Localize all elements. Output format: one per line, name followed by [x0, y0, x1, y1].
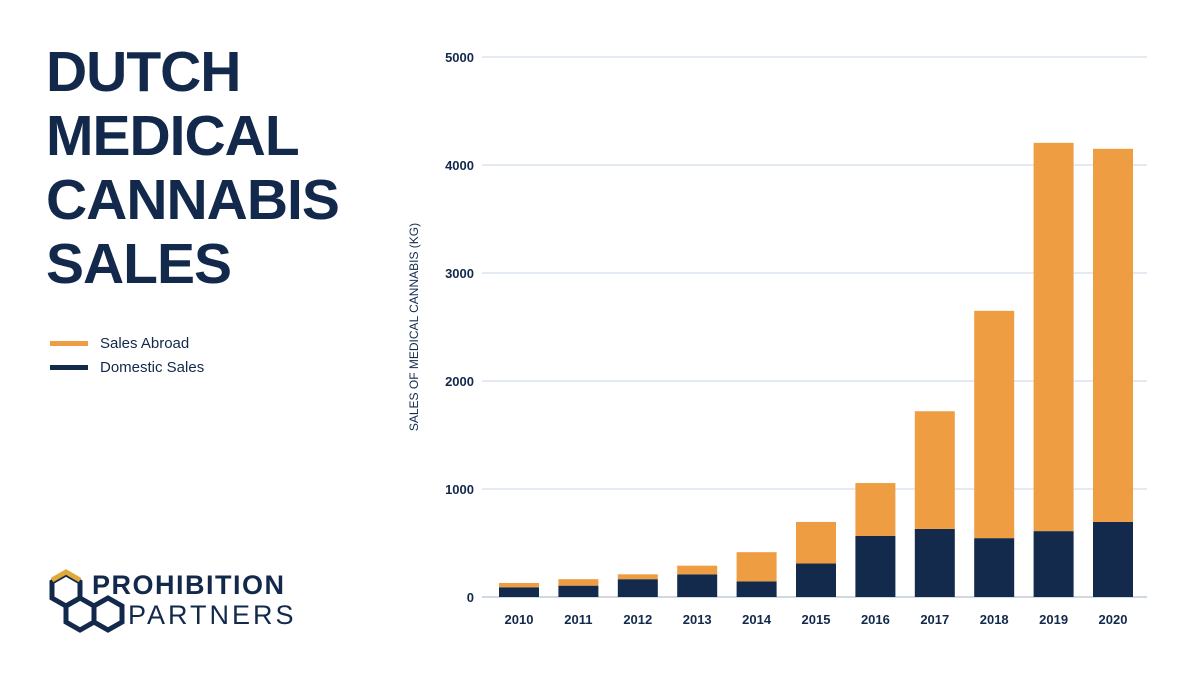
y-tick-label: 1000: [445, 482, 474, 497]
bar-sales-abroad-2012: [617, 574, 658, 580]
x-tick-label: 2012: [623, 612, 652, 627]
legend-item-domestic-sales: Domestic Sales: [50, 359, 204, 376]
x-tick-label: 2019: [1039, 612, 1068, 627]
x-tick-label: 2015: [802, 612, 831, 627]
legend-label: Sales Abroad: [100, 335, 190, 352]
legend-item-sales-abroad: Sales Abroad: [50, 335, 189, 352]
bar-sales-abroad-2015: [796, 521, 836, 564]
x-tick-label: 2010: [505, 612, 534, 627]
bar-sales-abroad-2011: [558, 579, 599, 586]
legend-swatch: [50, 341, 88, 346]
bar-sales-abroad-2017: [914, 411, 955, 529]
bar-sales-abroad-2019: [1033, 142, 1074, 532]
y-axis-label: SALES OF MEDICAL CANNABIS (KG): [407, 223, 421, 431]
x-tick-label: 2011: [564, 612, 592, 627]
prohibition-partners-logo: PROHIBITION PARTNERS: [48, 568, 338, 639]
logo-line2: PARTNERS: [128, 600, 297, 630]
chart-title: DUTCH MEDICAL CANNABIS SALES: [46, 40, 340, 296]
y-tick-label: 4000: [445, 158, 474, 173]
y-tick-label: 5000: [445, 50, 474, 65]
bar-domestic-sales-2020: [1093, 521, 1133, 597]
bar-domestic-sales-2018: [974, 538, 1015, 597]
y-tick-label: 2000: [445, 374, 474, 389]
legend-swatch: [50, 365, 88, 370]
legend-label: Domestic Sales: [100, 359, 205, 376]
bar-domestic-sales-2016: [855, 535, 896, 597]
bar-sales-abroad-2014: [736, 552, 777, 582]
bar-domestic-sales-2017: [914, 528, 955, 597]
x-tick-label: 2020: [1099, 612, 1128, 627]
bar-sales-abroad-2018: [974, 310, 1015, 539]
x-tick-label: 2014: [742, 612, 772, 627]
y-tick-label: 3000: [445, 266, 474, 281]
bar-domestic-sales-2011: [558, 585, 599, 597]
bar-domestic-sales-2010: [499, 587, 539, 597]
x-tick-label: 2016: [861, 612, 890, 627]
bar-domestic-sales-2015: [796, 563, 836, 597]
bar-domestic-sales-2014: [736, 581, 777, 597]
bar-sales-abroad-2013: [677, 565, 718, 575]
logo-line1: PROHIBITION: [92, 570, 286, 600]
bar-domestic-sales-2012: [617, 579, 658, 597]
x-tick-label: 2017: [920, 612, 949, 627]
x-tick-label: 2013: [683, 612, 712, 627]
y-tick-label: 0: [467, 590, 474, 605]
x-tick-label: 2018: [980, 612, 1009, 627]
bar-domestic-sales-2019: [1033, 531, 1074, 597]
bar-sales-abroad-2016: [855, 483, 896, 536]
bar-sales-abroad-2010: [499, 582, 539, 588]
bar-domestic-sales-2013: [677, 574, 718, 597]
bar-sales-abroad-2020: [1093, 148, 1133, 522]
